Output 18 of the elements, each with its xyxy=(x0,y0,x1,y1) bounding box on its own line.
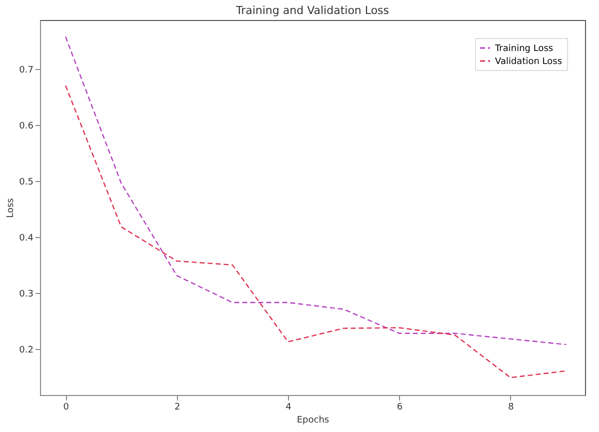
x-axis-title: Epochs xyxy=(296,416,330,426)
x-tick-label: 8 xyxy=(508,402,514,412)
y-tick-label: 0.5 xyxy=(19,177,34,188)
chart-title: Training and Validation Loss xyxy=(234,4,390,17)
y-axis-title: Loss xyxy=(6,198,16,218)
line-series xyxy=(64,84,567,378)
legend-label: Validation Loss xyxy=(495,57,562,67)
x-tick-label: 0 xyxy=(63,402,70,412)
y-tick-label: 0.3 xyxy=(19,289,34,300)
y-tick-label: 0.7 xyxy=(19,65,34,76)
line-series xyxy=(64,36,567,346)
legend-label: Training Loss xyxy=(494,44,554,54)
y-tick-label: 0.2 xyxy=(19,346,34,356)
x-tick-label: 2 xyxy=(174,402,180,412)
y-tick-label: 0.6 xyxy=(19,121,34,132)
x-tick-label: 6 xyxy=(396,402,403,412)
y-tick-label: 0.4 xyxy=(19,233,34,244)
x-tick-label: 4 xyxy=(286,402,292,412)
